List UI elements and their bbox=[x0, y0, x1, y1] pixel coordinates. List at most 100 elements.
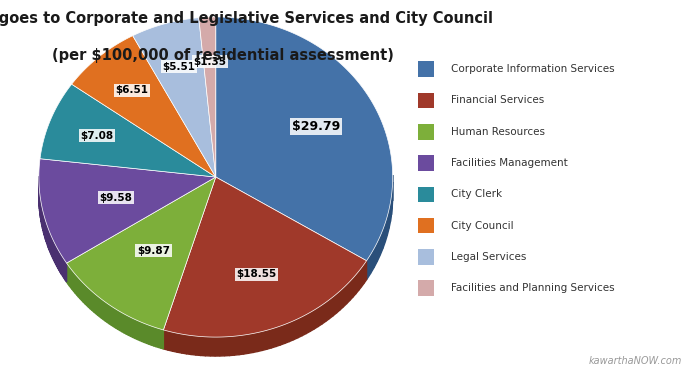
Polygon shape bbox=[140, 322, 142, 342]
Polygon shape bbox=[94, 293, 96, 314]
Polygon shape bbox=[340, 288, 343, 310]
Polygon shape bbox=[164, 330, 168, 350]
Polygon shape bbox=[271, 327, 276, 348]
Text: kawarthaNOW.com: kawarthaNOW.com bbox=[589, 355, 682, 366]
Polygon shape bbox=[285, 323, 289, 344]
Polygon shape bbox=[361, 264, 364, 287]
FancyBboxPatch shape bbox=[418, 186, 434, 202]
Polygon shape bbox=[75, 275, 77, 295]
Polygon shape bbox=[113, 308, 116, 328]
Polygon shape bbox=[280, 325, 285, 345]
Text: $1.35: $1.35 bbox=[193, 57, 226, 67]
Polygon shape bbox=[84, 283, 85, 304]
Polygon shape bbox=[85, 285, 87, 305]
Polygon shape bbox=[71, 269, 72, 289]
Polygon shape bbox=[109, 305, 111, 325]
Polygon shape bbox=[149, 325, 152, 345]
Polygon shape bbox=[377, 236, 380, 261]
FancyBboxPatch shape bbox=[418, 218, 434, 233]
Polygon shape bbox=[79, 278, 80, 299]
Polygon shape bbox=[131, 317, 133, 338]
Polygon shape bbox=[374, 242, 377, 267]
Polygon shape bbox=[210, 337, 215, 356]
Polygon shape bbox=[387, 210, 389, 235]
Polygon shape bbox=[383, 223, 386, 248]
Polygon shape bbox=[364, 261, 367, 283]
Polygon shape bbox=[318, 305, 322, 327]
Text: Facilities Management: Facilities Management bbox=[451, 158, 568, 168]
Polygon shape bbox=[173, 332, 177, 352]
Polygon shape bbox=[289, 321, 294, 342]
Polygon shape bbox=[322, 303, 326, 324]
FancyBboxPatch shape bbox=[418, 93, 434, 108]
Polygon shape bbox=[336, 291, 340, 313]
Polygon shape bbox=[230, 336, 234, 355]
Polygon shape bbox=[353, 275, 356, 297]
Polygon shape bbox=[102, 299, 104, 320]
Polygon shape bbox=[135, 320, 138, 339]
Polygon shape bbox=[216, 17, 393, 261]
Polygon shape bbox=[367, 255, 370, 280]
Polygon shape bbox=[46, 223, 47, 244]
Polygon shape bbox=[200, 336, 205, 356]
Polygon shape bbox=[154, 327, 156, 347]
Text: Facilities and Planning Services: Facilities and Planning Services bbox=[451, 283, 615, 293]
FancyBboxPatch shape bbox=[418, 249, 434, 265]
Polygon shape bbox=[88, 288, 90, 309]
Polygon shape bbox=[47, 227, 49, 248]
Polygon shape bbox=[258, 332, 262, 351]
Polygon shape bbox=[144, 323, 147, 344]
Polygon shape bbox=[81, 282, 84, 302]
Polygon shape bbox=[138, 320, 140, 341]
Text: $29.79: $29.79 bbox=[292, 120, 340, 133]
Polygon shape bbox=[239, 335, 244, 355]
Text: City Clerk: City Clerk bbox=[451, 189, 502, 199]
Polygon shape bbox=[67, 263, 68, 284]
Text: $9.87: $9.87 bbox=[137, 246, 170, 256]
Text: $9.58: $9.58 bbox=[100, 193, 132, 203]
Polygon shape bbox=[390, 196, 391, 222]
Polygon shape bbox=[196, 336, 200, 355]
Polygon shape bbox=[127, 315, 129, 335]
Polygon shape bbox=[156, 328, 159, 348]
Polygon shape bbox=[386, 216, 387, 242]
Polygon shape bbox=[142, 323, 144, 342]
Polygon shape bbox=[120, 311, 122, 332]
Polygon shape bbox=[59, 251, 61, 272]
Polygon shape bbox=[55, 244, 56, 264]
Text: Financial Services: Financial Services bbox=[451, 95, 544, 105]
Polygon shape bbox=[298, 317, 302, 338]
FancyBboxPatch shape bbox=[418, 124, 434, 140]
Polygon shape bbox=[68, 265, 70, 286]
Polygon shape bbox=[96, 295, 97, 315]
Polygon shape bbox=[100, 298, 102, 318]
Polygon shape bbox=[326, 300, 329, 322]
Polygon shape bbox=[122, 313, 124, 333]
Polygon shape bbox=[199, 17, 216, 177]
Polygon shape bbox=[70, 267, 71, 288]
Polygon shape bbox=[159, 329, 161, 348]
Polygon shape bbox=[118, 310, 120, 330]
Polygon shape bbox=[370, 249, 374, 274]
Text: $18.55: $18.55 bbox=[236, 269, 276, 279]
Polygon shape bbox=[57, 248, 58, 269]
Polygon shape bbox=[314, 308, 318, 329]
Polygon shape bbox=[124, 314, 127, 334]
Polygon shape bbox=[347, 282, 349, 304]
Polygon shape bbox=[80, 280, 81, 300]
Polygon shape bbox=[152, 326, 154, 346]
Polygon shape bbox=[267, 329, 271, 349]
Polygon shape bbox=[67, 177, 216, 330]
Polygon shape bbox=[77, 276, 79, 297]
Polygon shape bbox=[64, 259, 65, 280]
Polygon shape bbox=[220, 337, 225, 356]
Polygon shape bbox=[349, 278, 353, 301]
Polygon shape bbox=[164, 177, 367, 337]
Polygon shape bbox=[262, 330, 267, 351]
Polygon shape bbox=[56, 245, 57, 266]
Polygon shape bbox=[182, 334, 187, 354]
Polygon shape bbox=[343, 285, 347, 307]
Polygon shape bbox=[225, 336, 230, 356]
Text: (per $100,000 of residential assessment): (per $100,000 of residential assessment) bbox=[52, 48, 394, 63]
Polygon shape bbox=[380, 229, 383, 255]
